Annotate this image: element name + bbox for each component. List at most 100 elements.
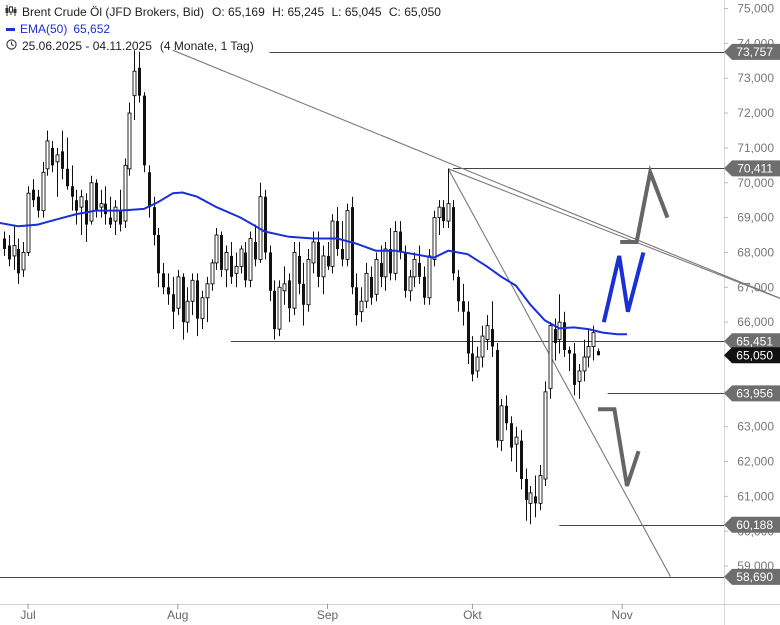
candle [374, 252, 379, 302]
candle-body [380, 262, 383, 277]
candle-body [457, 276, 460, 302]
candle [157, 228, 160, 288]
candle [321, 245, 326, 295]
candle-body [471, 353, 474, 375]
candle [514, 426, 519, 473]
ohlc-values: O: 65,169 H: 65,245 L: 65,045 C: 65,050 [212, 4, 445, 21]
y-tick-label: 71,000 [737, 141, 774, 155]
candle [330, 214, 335, 274]
candle [66, 137, 69, 190]
candle-body [214, 234, 219, 264]
y-tick-label: 72,000 [737, 106, 774, 120]
price-badge-shape [724, 568, 780, 585]
candle-body [302, 283, 305, 305]
forecast-arrow-gray [598, 407, 641, 487]
candle [452, 200, 455, 281]
legend-ema-row: EMA(50) 65,652 [4, 21, 445, 38]
candle-body [157, 235, 160, 274]
candle [12, 224, 17, 270]
candle-body [427, 255, 432, 299]
candle [182, 273, 185, 340]
trendline [448, 168, 780, 300]
candle [176, 269, 181, 316]
candle [21, 241, 26, 277]
candle-body [399, 231, 402, 253]
candle [162, 262, 165, 295]
price-badge: 73,757 [724, 43, 780, 60]
price-badge-shape [724, 516, 780, 533]
candle-body [437, 206, 442, 219]
candle [75, 189, 78, 225]
y-tick-label: 75,000 [737, 2, 774, 16]
candle-body [467, 311, 470, 354]
candle-body [172, 294, 175, 312]
candle-body [205, 283, 210, 299]
candle [55, 147, 60, 197]
candle [534, 475, 537, 518]
candle [234, 252, 239, 288]
candle-body [196, 280, 199, 319]
candle [71, 165, 74, 211]
candle [491, 301, 494, 357]
candle [528, 485, 533, 525]
candle [573, 343, 576, 396]
candle [510, 416, 513, 462]
candle [109, 196, 112, 229]
candle-body [505, 405, 508, 424]
candle [485, 315, 490, 351]
candle-body [577, 370, 582, 382]
candle [104, 186, 107, 225]
candle [341, 221, 344, 267]
candle [273, 280, 276, 340]
price-badge-label: 58,690 [736, 570, 773, 584]
candle-body [176, 276, 181, 309]
candle-body [244, 252, 247, 281]
candle-body [8, 245, 11, 260]
candle-series [3, 50, 600, 525]
candle-body [462, 301, 465, 312]
candle-body [311, 241, 316, 264]
candle-body [224, 251, 229, 271]
candle-body [525, 478, 528, 500]
candle [32, 179, 35, 208]
candle-body [254, 241, 257, 260]
candle-body [432, 217, 437, 260]
candle [143, 92, 146, 173]
candle-body [557, 321, 562, 341]
candle [586, 329, 591, 368]
candle [446, 168, 451, 229]
candle-body [586, 346, 591, 358]
candlestick-icon [4, 4, 18, 21]
candle [200, 290, 205, 330]
candle [442, 200, 445, 229]
candle [499, 398, 504, 452]
candle-body [475, 356, 480, 372]
candle-body [109, 217, 112, 225]
candle [89, 175, 94, 225]
candle [37, 189, 40, 218]
candle-body [520, 440, 523, 479]
candle-body [21, 251, 26, 271]
candle-body [282, 283, 287, 292]
candle-body [355, 287, 358, 316]
candle-body [200, 297, 205, 320]
candle [496, 343, 499, 448]
candle [51, 140, 54, 173]
x-axis: Jul Aug Sep Okt Nov [20, 604, 633, 622]
ema-series [0, 191, 627, 336]
candle [264, 189, 267, 260]
candle-body [182, 276, 185, 323]
price-badge: 60,188 [724, 516, 780, 533]
candle-body [292, 251, 297, 309]
candle [557, 294, 562, 354]
candle-body [393, 231, 398, 274]
candle-body [45, 140, 50, 170]
candle-body [55, 154, 60, 163]
price-badge: 63,956 [724, 385, 780, 402]
trendline [172, 49, 780, 299]
candle-body [568, 350, 571, 354]
candle-body [534, 496, 537, 504]
price-badge: 58,690 [724, 568, 780, 585]
